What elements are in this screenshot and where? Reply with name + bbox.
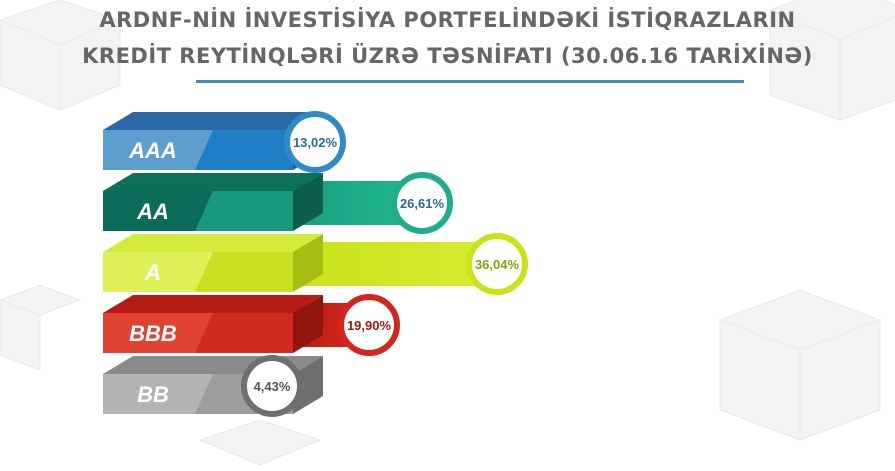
value-ring-bb bbox=[241, 355, 303, 417]
box-label-panel-bbb bbox=[103, 313, 213, 353]
box-top-aa bbox=[103, 173, 323, 191]
bar-group-aaa: AAA 13,02% bbox=[103, 111, 346, 173]
box-side-bb bbox=[293, 356, 323, 414]
box-label-panel-a bbox=[103, 252, 213, 292]
bar-group-a: A 36,04% bbox=[103, 233, 528, 295]
box-top-bbb bbox=[103, 295, 323, 313]
box-label-panel-aa bbox=[103, 191, 213, 231]
category-label-aaa: AAA bbox=[128, 138, 177, 163]
box-side-aa bbox=[293, 173, 323, 231]
category-label-bb: BB bbox=[137, 382, 169, 407]
value-label-bb: 4,43% bbox=[254, 379, 291, 394]
category-label-a: A bbox=[144, 260, 161, 285]
title-underline bbox=[196, 80, 744, 83]
box-top-aaa bbox=[103, 112, 323, 130]
bar-a bbox=[293, 242, 497, 286]
box-top-a bbox=[103, 234, 323, 252]
value-label-a: 36,04% bbox=[475, 257, 520, 272]
value-label-aa: 26,61% bbox=[400, 196, 445, 211]
bar-group-aa: AA 26,61% bbox=[103, 172, 453, 234]
value-ring-aaa bbox=[284, 111, 346, 173]
value-label-bbb: 19,90% bbox=[347, 318, 392, 333]
box-label-panel-aaa bbox=[103, 130, 213, 170]
category-label-aa: AA bbox=[136, 199, 169, 224]
box-label-panel-bb bbox=[103, 374, 213, 414]
value-label-aaa: 13,02% bbox=[293, 135, 338, 150]
category-label-bbb: BBB bbox=[129, 321, 177, 346]
box-side-bbb bbox=[293, 295, 323, 353]
bar-group-bb: BB 4,43% bbox=[103, 355, 323, 417]
box-side-a bbox=[293, 234, 323, 292]
value-ring-a bbox=[466, 233, 528, 295]
value-ring-aa bbox=[391, 172, 453, 234]
chart-title-line-1: ARDNF-NİN İNVESTİSİYA PORTFELİNDƏKİ İSTİ… bbox=[99, 8, 796, 32]
value-ring-bbb bbox=[338, 294, 400, 356]
bar-group-bbb: BBB 19,90% bbox=[103, 294, 400, 356]
chart-title-line-2: KREDİT REYTİNQLƏRİ ÜZRƏ TƏSNİFATI (30.06… bbox=[82, 44, 813, 68]
